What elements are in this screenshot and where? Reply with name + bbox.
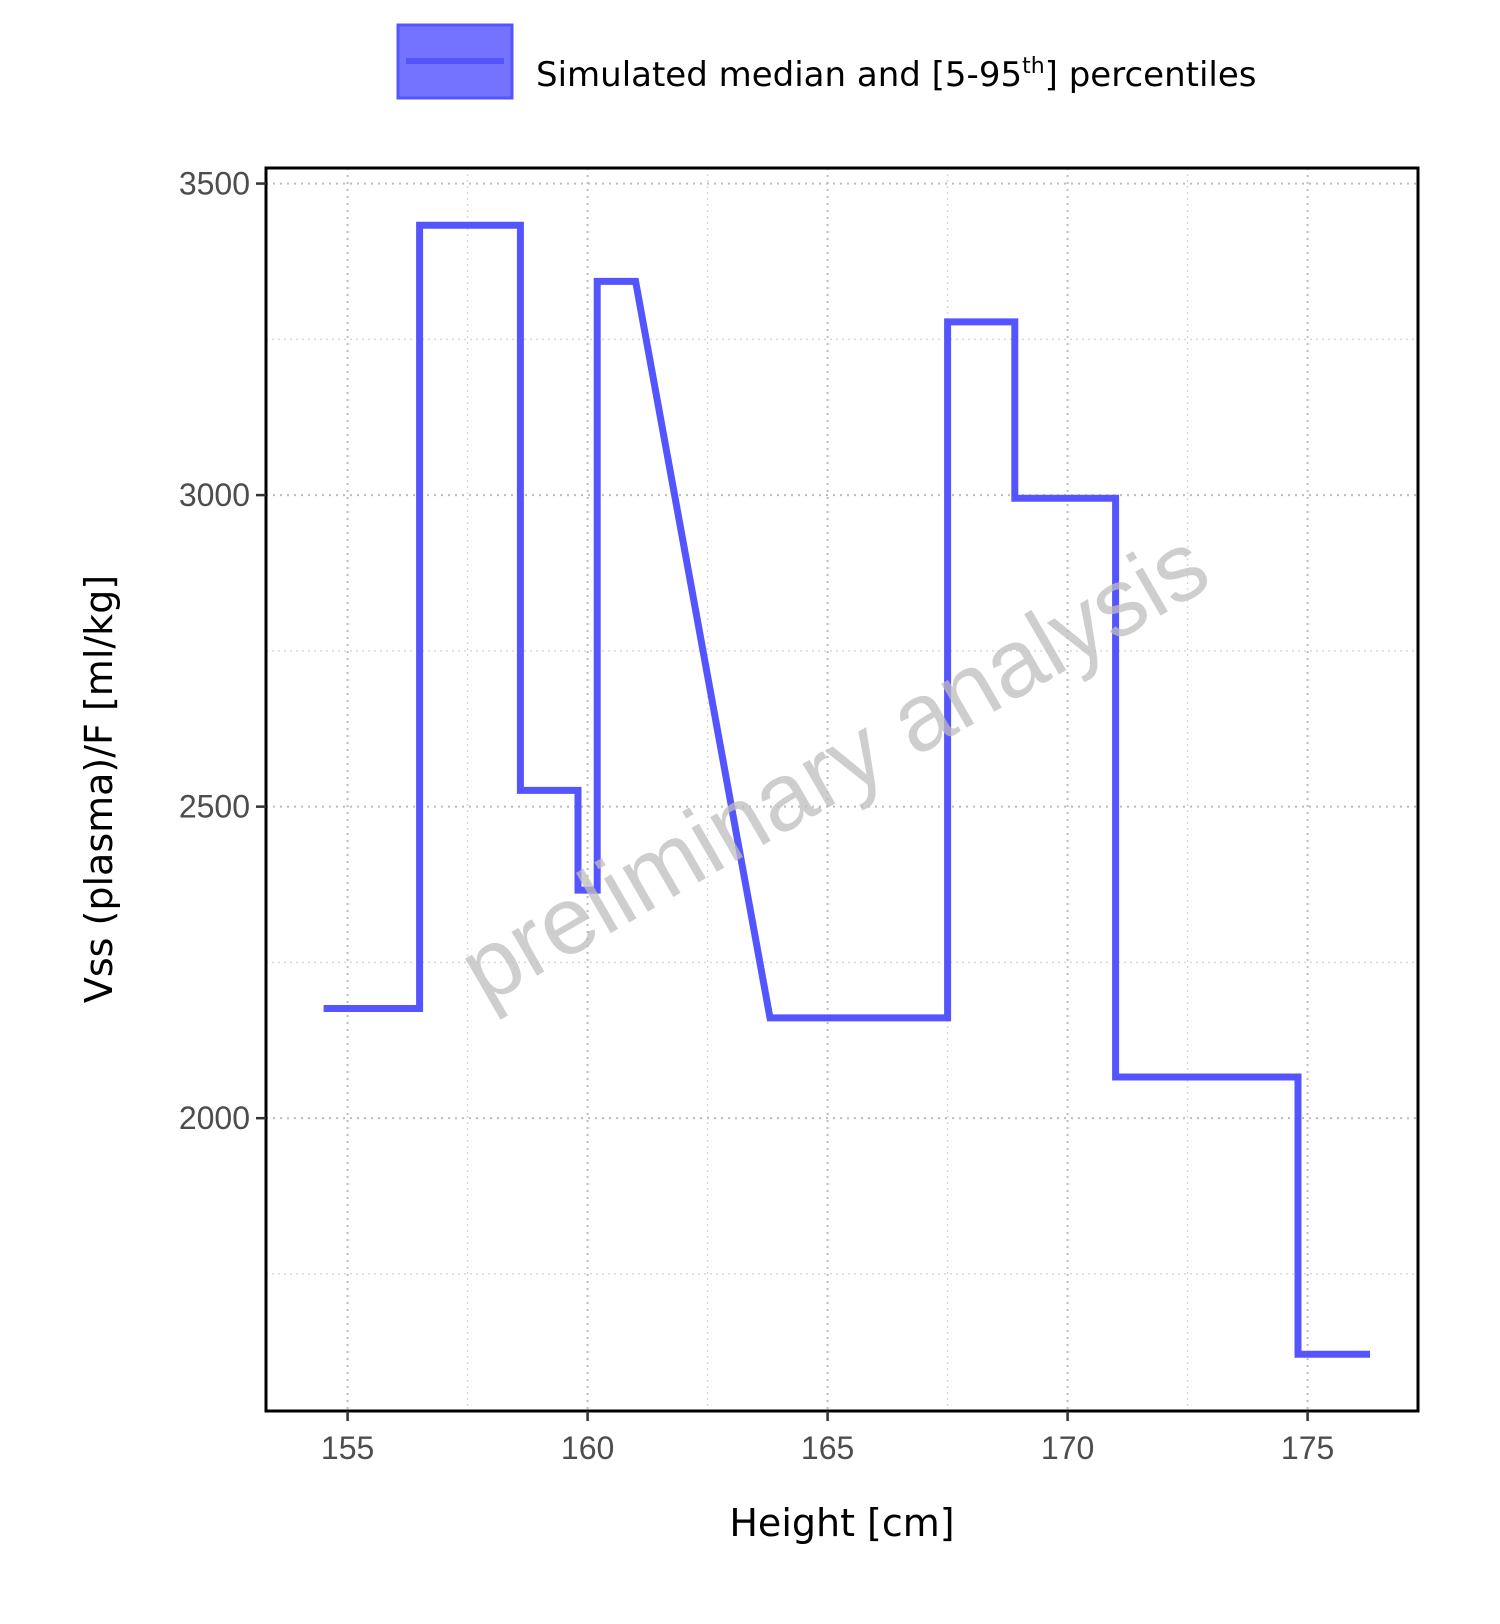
y-tick-label: 3500 <box>179 166 250 202</box>
y-tick-label: 3000 <box>179 477 250 513</box>
ticks <box>256 182 1309 1421</box>
data-layer <box>323 221 1370 1358</box>
tick-labels: 155 160 165 170 175 2000 2500 3000 3500 <box>179 166 1334 1466</box>
x-tick-label: 175 <box>1281 1430 1334 1466</box>
x-tick-label: 170 <box>1041 1430 1094 1466</box>
y-tick-label: 2500 <box>179 789 250 825</box>
y-tick-label: 2000 <box>179 1100 250 1136</box>
legend-label-superscript: th <box>1022 54 1045 79</box>
x-axis-title: Height [cm] <box>729 1501 954 1545</box>
legend-label-end: ] percentiles <box>1045 55 1257 95</box>
x-tick-label: 155 <box>321 1430 374 1466</box>
series-line <box>323 221 1370 1358</box>
grid-minor <box>266 168 1418 1411</box>
legend: Simulated median and [5-95th] percentile… <box>396 23 1256 100</box>
legend-label: Simulated median and [5-95th] percentile… <box>536 54 1256 95</box>
legend-label-main: Simulated median and [5-95 <box>536 55 1022 95</box>
y-axis-title: Vss (plasma)/F [ml/kg] <box>77 575 121 1003</box>
grid-major <box>266 168 1418 1411</box>
watermark: preliminary analysis <box>442 510 1226 1024</box>
plot-frame <box>264 166 1420 1413</box>
x-tick-label: 160 <box>561 1430 614 1466</box>
x-tick-label: 165 <box>801 1430 854 1466</box>
